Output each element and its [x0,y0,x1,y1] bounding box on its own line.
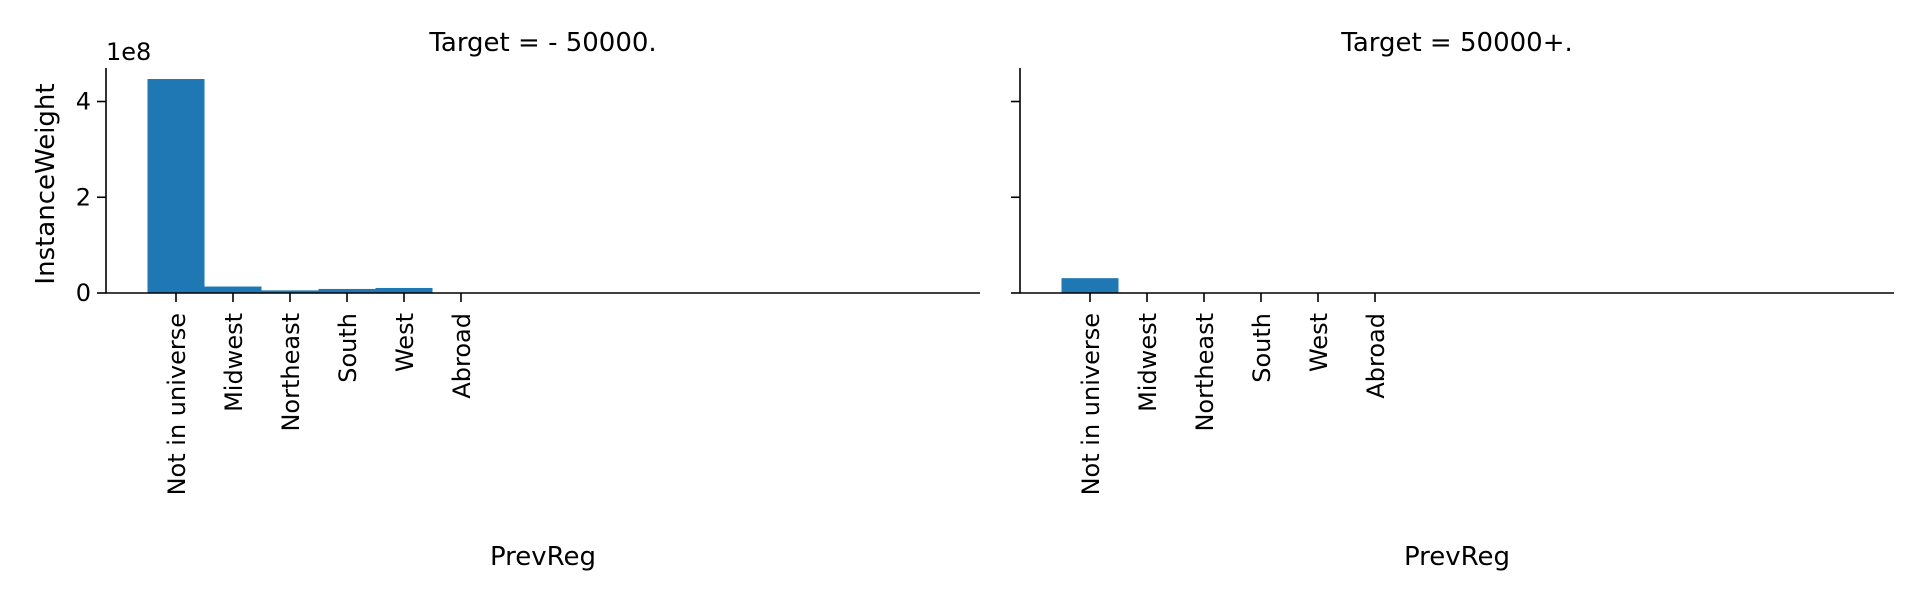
x-tick-label-midwest: Midwest [1134,313,1162,412]
panel-left: Target = - 50000. 1e8 InstanceWeight 0 2 4… [31,28,980,572]
x-tick-label-northeast: Northeast [277,313,305,432]
bar-not-in-universe [147,79,205,293]
x-tick-label-northeast: Northeast [1191,313,1219,432]
panel-title-right: Target = 50000+. [1340,28,1573,58]
x-tick-label-west: West [391,313,419,372]
y-ticks-left: 0 2 4 [76,88,106,307]
y-axis-label: InstanceWeight [31,83,61,284]
panel-title-left: Target = - 50000. [428,28,656,58]
x-ticks-left: Not in universe Midwest Northeast South West… [163,293,476,495]
x-tick-label-west: West [1305,313,1333,372]
bar-south [318,288,376,293]
y-ticks-right [1011,100,1020,294]
bars-right [1061,278,1119,293]
bar-not-in-universe [1061,278,1119,293]
y-tick-label: 0 [76,279,91,307]
x-tick-label-not-in-universe: Not in universe [163,313,191,495]
x-tick-label-not-in-universe: Not in universe [1077,313,1105,495]
bar-midwest [204,286,262,293]
y-tick-label: 2 [76,183,91,211]
x-tick-label-abroad: Abroad [448,313,476,399]
x-axis-label-right: PrevReg [1404,542,1510,572]
x-tick-label-midwest: Midwest [220,313,248,412]
y-offset-label: 1e8 [106,38,151,66]
bar-northeast [261,290,319,293]
y-tick-label: 4 [76,88,91,116]
bar-west [375,287,433,293]
x-axis-label-left: PrevReg [490,542,596,572]
bars-left [147,79,433,293]
panel-right: Target = 50000+. Not in universe Midwest N… [1011,28,1894,572]
x-ticks-right: Not in universe Midwest Northeast South West… [1077,293,1390,495]
x-tick-label-south: South [334,313,362,383]
x-tick-label-south: South [1248,313,1276,383]
x-tick-label-abroad: Abroad [1362,313,1390,399]
